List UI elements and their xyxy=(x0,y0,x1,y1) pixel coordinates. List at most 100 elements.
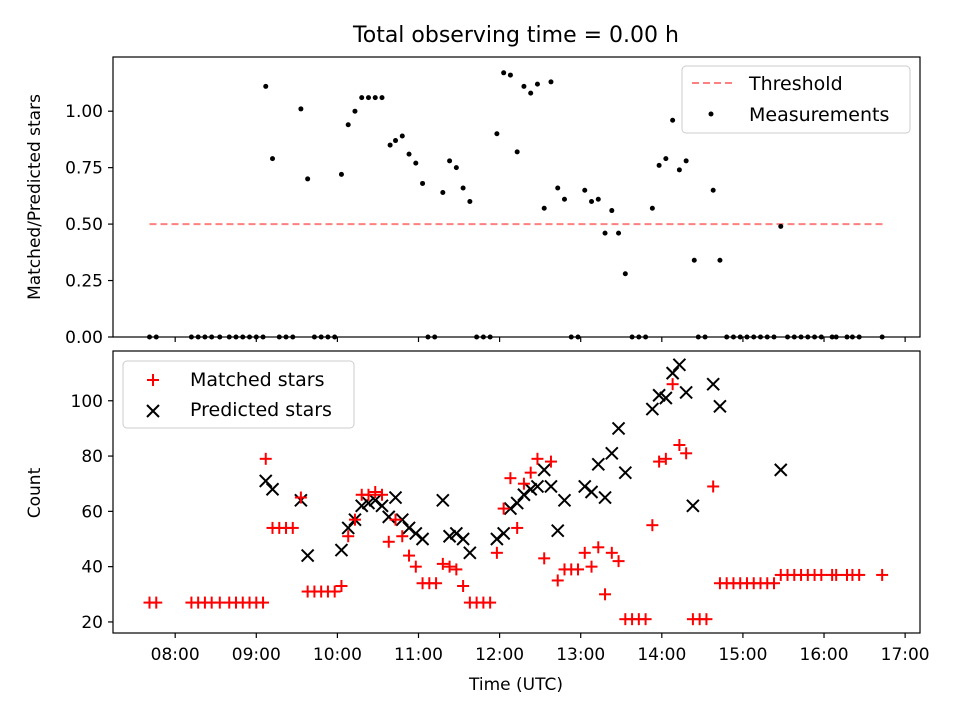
measurement-point xyxy=(440,189,446,195)
matched-star-point xyxy=(830,568,843,581)
predicted-star-point xyxy=(395,512,409,527)
measurement-point xyxy=(453,165,459,171)
predicted-star-point xyxy=(551,523,565,538)
bottom-y-tick-label: 40 xyxy=(81,558,103,578)
matched-stars-points xyxy=(143,378,889,626)
bottom-y-axis-label: Count xyxy=(25,467,45,518)
measurement-point xyxy=(528,90,534,96)
predicted-star-point xyxy=(415,532,430,546)
matched-star-point xyxy=(382,535,395,548)
matched-star-point xyxy=(504,472,517,485)
predicted-star-point xyxy=(659,391,673,405)
matched-star-point xyxy=(328,585,341,598)
predicted-star-point xyxy=(361,496,376,510)
matched-star-point xyxy=(524,466,537,479)
measurement-point xyxy=(365,95,371,101)
matched-star-point xyxy=(457,580,470,592)
predicted-star-point xyxy=(530,479,545,494)
matched-star-point xyxy=(294,491,307,504)
bottom-y-tick-label: 60 xyxy=(81,502,103,522)
predicted-star-point xyxy=(510,496,524,510)
matched-star-point xyxy=(443,560,456,573)
predicted-star-point xyxy=(375,499,389,513)
matched-star-point xyxy=(342,530,355,543)
matched-star-point xyxy=(348,513,361,526)
measurement-point xyxy=(270,156,276,162)
predicted-star-point xyxy=(598,490,612,505)
measurement-point xyxy=(778,223,784,229)
measurement-point xyxy=(534,81,540,87)
measurement-point xyxy=(555,185,561,191)
predicted-star-point xyxy=(652,388,666,402)
x-tick-label: 14:00 xyxy=(637,645,686,665)
matched-star-point xyxy=(578,546,591,559)
x-tick-label: 15:00 xyxy=(718,645,767,665)
measurement-point xyxy=(263,83,269,89)
top-y-ticks: 0.00 0.25 0.50 0.75 1.00 xyxy=(65,102,113,348)
matched-star-point xyxy=(436,557,449,570)
predicted-star-point xyxy=(672,358,687,372)
matched-star-point xyxy=(876,568,889,581)
matched-star-point xyxy=(396,530,409,543)
matched-star-point xyxy=(592,541,605,554)
matched-star-point xyxy=(286,521,299,534)
matched-star-point xyxy=(517,477,530,490)
measurement-point xyxy=(717,257,723,263)
bottom-x-ticks: 08:00 09:00 10:00 11:00 12:00 13:00 14:00 15:00… xyxy=(151,633,930,665)
predicted-star-point xyxy=(665,366,680,380)
bottom-y-tick-label: 20 xyxy=(81,613,103,633)
matched-star-point xyxy=(599,588,612,601)
predicted-star-point xyxy=(557,493,572,508)
top-y-tick-label: 0.25 xyxy=(65,272,103,292)
matched-star-point xyxy=(430,577,443,590)
measurement-point xyxy=(372,95,378,101)
matched-star-point xyxy=(450,563,463,576)
measurement-point xyxy=(494,131,500,137)
predicted-star-point xyxy=(341,521,355,535)
measurement-point xyxy=(622,271,628,277)
bottom-y-tick-label: 100 xyxy=(71,392,103,412)
predicted-star-point xyxy=(537,463,551,477)
matched-star-point xyxy=(666,378,679,391)
top-y-tick-label: 1.00 xyxy=(65,102,103,122)
bottom-legend-box xyxy=(122,360,355,429)
bottom-legend: Matched stars Predicted stars xyxy=(122,360,355,429)
measurement-point xyxy=(683,158,689,164)
measurement-point xyxy=(305,176,311,182)
measurement-point xyxy=(514,149,520,155)
predicted-star-point xyxy=(523,482,538,496)
predicted-star-point xyxy=(442,529,457,543)
matched-star-point xyxy=(531,452,544,465)
predicted-star-point xyxy=(382,510,396,524)
measurement-point xyxy=(649,205,655,211)
measurement-point xyxy=(595,196,601,202)
chart-title: Total observing time = 0.00 h xyxy=(352,23,679,48)
predicted-star-point xyxy=(686,499,700,513)
x-tick-label: 16:00 xyxy=(800,645,849,665)
matched-star-point xyxy=(403,549,416,562)
matched-star-point xyxy=(853,568,866,581)
top-y-tick-label: 0.75 xyxy=(65,159,103,179)
matched-star-point xyxy=(768,577,781,590)
measurement-point xyxy=(676,167,682,173)
matched-star-point xyxy=(369,486,382,498)
measurement-point xyxy=(670,117,676,123)
x-tick-label: 13:00 xyxy=(556,645,605,665)
top-y-tick-label: 0.00 xyxy=(65,328,103,348)
measurement-point xyxy=(352,108,358,114)
matched-star-point xyxy=(257,596,270,609)
measurement-point xyxy=(413,160,419,166)
predicted-star-point xyxy=(456,532,470,546)
matched-star-point xyxy=(815,568,828,581)
matched-star-point xyxy=(700,613,713,626)
bottom-y-tick-label: 80 xyxy=(81,447,103,467)
predicted-star-point xyxy=(591,457,605,472)
top-y-tick-label: 0.50 xyxy=(65,215,103,235)
matched-star-point xyxy=(259,452,272,465)
measurement-point xyxy=(691,257,697,263)
x-tick-label: 11:00 xyxy=(394,645,443,665)
measurement-point xyxy=(507,72,513,78)
measurement-point xyxy=(447,158,453,164)
measurement-point xyxy=(710,187,716,193)
measurement-point xyxy=(602,230,608,236)
